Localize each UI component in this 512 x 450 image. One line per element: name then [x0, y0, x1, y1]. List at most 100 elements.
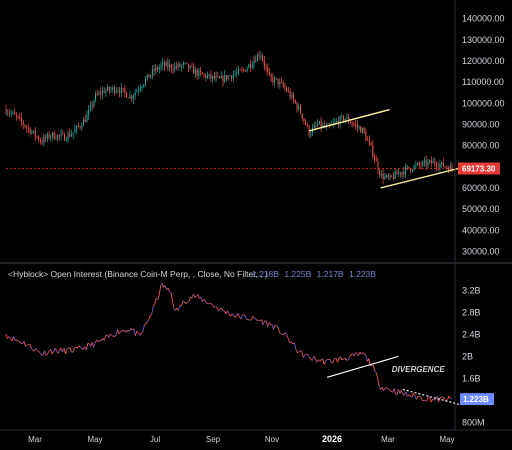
price-panel[interactable] [5, 50, 466, 189]
price-candle [334, 118, 336, 124]
oi-segment [393, 388, 396, 394]
oi-segment [340, 356, 343, 360]
price-candle [69, 128, 71, 138]
price-candle [127, 97, 129, 99]
oi-segment [252, 315, 255, 319]
oi-segment [143, 323, 147, 326]
oi-segment [182, 300, 185, 303]
oi-segment [204, 300, 208, 304]
price-candle [267, 63, 269, 76]
price-y-axis[interactable]: 140000.00 130000.00 120000.00 110000.00 1000… [462, 14, 505, 257]
price-candle [429, 159, 431, 165]
oi-trendline[interactable] [326, 355, 399, 378]
oi-segment [262, 320, 266, 326]
price-candle [162, 57, 164, 70]
price-candle [365, 128, 367, 142]
price-candle [124, 84, 126, 98]
open-interest-panel[interactable]: <Hyblock> Open Interest (Binance Coin-M … [5, 269, 462, 406]
oi-segment [227, 310, 230, 315]
oi-segment [192, 293, 196, 298]
oi-segment [308, 356, 312, 360]
price-candle [262, 53, 264, 63]
oi-segment [240, 314, 243, 319]
price-candle [170, 63, 172, 74]
price-candle [298, 102, 300, 112]
price-candle [115, 87, 117, 94]
oi-segment [407, 395, 410, 397]
price-candle [318, 121, 320, 125]
oi-segment [130, 328, 133, 331]
price-candle [425, 155, 427, 171]
oi-segment [120, 330, 123, 333]
price-candle [382, 168, 384, 185]
price-candle [165, 60, 167, 67]
oi-segment [335, 358, 338, 363]
oi-segment [123, 329, 126, 332]
price-candle [296, 101, 298, 113]
current-oi-label: 1.223B [463, 395, 489, 404]
oi-segment [66, 348, 69, 350]
price-candle [291, 92, 293, 100]
oi-segment [99, 340, 102, 342]
oi-segment [386, 387, 389, 390]
price-candle [139, 83, 141, 93]
price-candle [119, 86, 121, 98]
price-candle [308, 124, 310, 138]
oi-trendline[interactable] [402, 388, 462, 406]
price-candle [391, 174, 393, 178]
oi-segment [218, 308, 221, 312]
oi-segment [97, 340, 100, 343]
price-candle [177, 62, 179, 72]
oi-segment [408, 395, 411, 397]
price-candle [379, 168, 381, 178]
oi-segment [285, 332, 288, 336]
open-interest-y-axis[interactable]: 3.2B 2.8B 2.4B 2B 1.6B 800M [462, 285, 485, 427]
price-candle [401, 171, 403, 179]
oi-segment [152, 304, 155, 307]
oi-segment [282, 333, 285, 336]
price-candle [281, 77, 283, 84]
oi-segment [108, 333, 111, 338]
indicator-value-2: 1.225B [284, 269, 311, 279]
price-candle [120, 82, 122, 97]
price-candle [33, 130, 35, 134]
oi-tick-label: 3.2B [462, 285, 481, 295]
price-candle [349, 120, 351, 124]
oi-segment [248, 319, 250, 321]
oi-segment [325, 359, 328, 362]
oi-segment [323, 360, 327, 365]
price-candle [289, 88, 291, 101]
price-candle [84, 114, 86, 123]
time-axis[interactable]: Mar May Jul Sep Nov 2026 Mar May [28, 434, 454, 444]
oi-segment [288, 338, 291, 344]
price-candle [136, 88, 138, 93]
price-candle [415, 160, 417, 170]
oi-segment [172, 301, 175, 309]
price-candle [210, 70, 212, 82]
price-candle [446, 165, 448, 170]
oi-segment [47, 350, 50, 355]
indicator-values: 1.218B 1.225B 1.217B 1.223B [252, 269, 376, 279]
oi-segment [117, 329, 120, 335]
x-tick-label: Mar [28, 435, 42, 444]
price-candle [103, 87, 105, 94]
price-trendline[interactable] [380, 166, 466, 189]
oi-segment [154, 298, 157, 306]
oi-segment [359, 351, 362, 355]
price-candle [144, 75, 146, 87]
indicator-title[interactable]: <Hyblock> Open Interest (Binance Coin-M … [8, 269, 268, 279]
price-tick-label: 130000.00 [462, 35, 505, 45]
price-candle [355, 119, 357, 130]
price-candle [208, 73, 210, 80]
x-tick-label: May [87, 435, 102, 444]
price-candle [20, 112, 23, 127]
price-trendline[interactable] [309, 108, 390, 132]
oi-segment [23, 341, 26, 347]
price-candle [256, 52, 258, 62]
price-tick-label: 120000.00 [462, 56, 505, 66]
oi-segment [231, 313, 234, 317]
price-candle [432, 158, 434, 164]
price-candle [287, 87, 289, 93]
oi-segment [301, 351, 304, 358]
